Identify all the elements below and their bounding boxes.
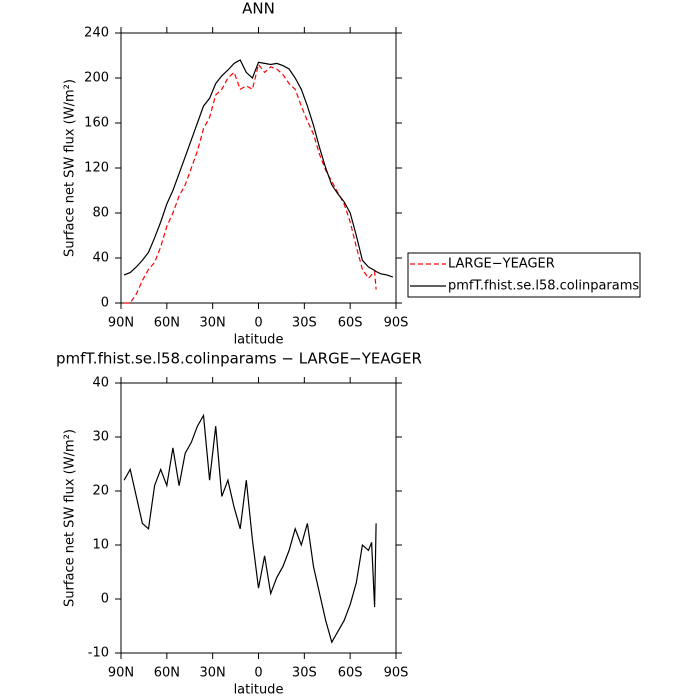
legend-label: LARGE−YEAGER — [448, 257, 555, 272]
x-tick-label: 60N — [154, 316, 180, 331]
y-tick-label: 120 — [84, 161, 109, 176]
x-tick-label: 60S — [338, 316, 363, 331]
x-tick-label: 0 — [254, 666, 262, 681]
legend-label: pmfT.fhist.se.l58.colinparams — [448, 279, 639, 294]
y-tick-label: 160 — [84, 116, 109, 131]
x-tick-label: 30N — [200, 316, 226, 331]
chart-title: pmfT.fhist.se.l58.colinparams − LARGE−YE… — [56, 350, 422, 368]
chart-title: ANN — [242, 0, 275, 18]
x-tick-label: 30N — [200, 666, 226, 681]
y-tick-label: 200 — [84, 71, 109, 86]
y-tick-label: 40 — [92, 376, 109, 391]
x-tick-label: 90N — [108, 666, 134, 681]
y-axis-label: Surface net SW flux (W/m²) — [63, 429, 78, 607]
data-line — [123, 413, 377, 644]
x-axis-label: latitude — [234, 333, 284, 348]
y-tick-label: 30 — [92, 430, 109, 445]
y-tick-label: 240 — [84, 26, 109, 41]
y-tick-label: 0 — [101, 592, 109, 607]
x-axis-label: latitude — [234, 683, 284, 698]
x-tick-label: 30S — [292, 666, 317, 681]
plot-frame — [120, 382, 397, 654]
data-line — [124, 63, 377, 304]
y-tick-label: 10 — [92, 538, 109, 553]
y-tick-label: 40 — [92, 251, 109, 266]
y-tick-label: 80 — [92, 206, 109, 221]
data-line — [123, 59, 394, 278]
x-tick-label: 30S — [292, 316, 317, 331]
plot-frame — [120, 32, 397, 304]
x-tick-label: 90S — [384, 666, 409, 681]
y-tick-label: -10 — [88, 646, 109, 661]
legend-box — [407, 252, 641, 298]
x-tick-label: 60S — [338, 666, 363, 681]
x-tick-label: 90S — [384, 316, 409, 331]
x-tick-label: 90N — [108, 316, 134, 331]
y-tick-label: 20 — [92, 484, 109, 499]
x-tick-label: 0 — [254, 316, 262, 331]
y-axis-label: Surface net SW flux (W/m²) — [63, 79, 78, 257]
y-tick-label: 0 — [101, 296, 109, 311]
x-tick-label: 60N — [154, 666, 180, 681]
